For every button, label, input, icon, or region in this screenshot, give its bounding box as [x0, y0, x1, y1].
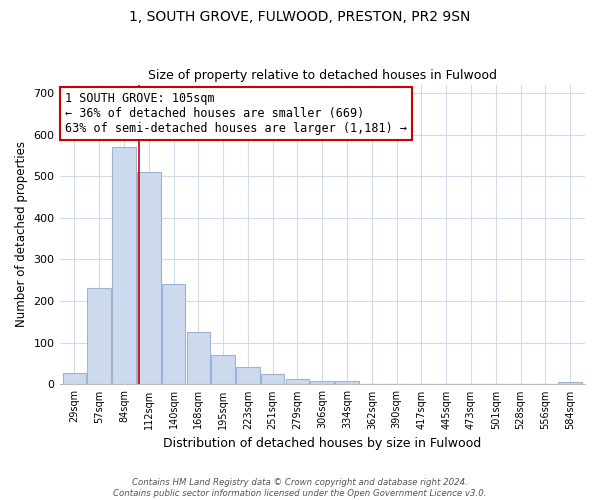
Bar — [236, 366, 260, 384]
Bar — [286, 378, 309, 384]
Bar — [310, 380, 334, 384]
Bar — [137, 172, 161, 384]
Text: 1, SOUTH GROVE, FULWOOD, PRESTON, PR2 9SN: 1, SOUTH GROVE, FULWOOD, PRESTON, PR2 9S… — [130, 10, 470, 24]
Text: Contains HM Land Registry data © Crown copyright and database right 2024.
Contai: Contains HM Land Registry data © Crown c… — [113, 478, 487, 498]
Bar — [261, 374, 284, 384]
Title: Size of property relative to detached houses in Fulwood: Size of property relative to detached ho… — [148, 69, 497, 82]
Bar — [335, 381, 359, 384]
Bar — [112, 147, 136, 384]
Bar — [187, 332, 210, 384]
Bar — [559, 382, 582, 384]
X-axis label: Distribution of detached houses by size in Fulwood: Distribution of detached houses by size … — [163, 437, 481, 450]
Bar — [211, 356, 235, 384]
Text: 1 SOUTH GROVE: 105sqm
← 36% of detached houses are smaller (669)
63% of semi-det: 1 SOUTH GROVE: 105sqm ← 36% of detached … — [65, 92, 407, 135]
Bar — [62, 373, 86, 384]
Y-axis label: Number of detached properties: Number of detached properties — [15, 142, 28, 328]
Bar — [162, 284, 185, 384]
Bar — [88, 288, 111, 384]
